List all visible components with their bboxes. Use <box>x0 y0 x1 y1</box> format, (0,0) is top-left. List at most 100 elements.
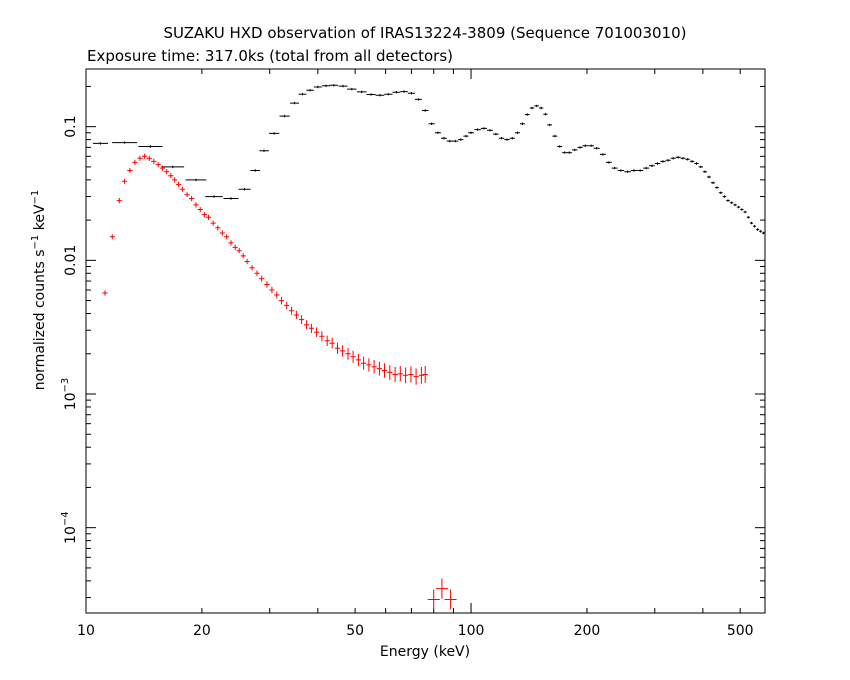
x-tick-label: 200 <box>574 623 601 639</box>
data-point <box>127 167 133 174</box>
data-point <box>112 141 138 144</box>
x-tick-labels: 10 20 50 100 200 500 <box>77 623 753 639</box>
data-point <box>514 131 520 134</box>
data-point <box>371 360 377 374</box>
series-3 <box>427 578 457 610</box>
data-point <box>324 335 330 346</box>
y-tick-label-exp: −4 <box>60 511 71 526</box>
data-point <box>670 157 676 160</box>
data-point <box>185 178 207 182</box>
data-point <box>421 109 429 112</box>
data-point <box>487 129 493 132</box>
data-point <box>304 320 310 330</box>
chart-title: SUZAKU HXD observation of IRAS13224-3809… <box>164 24 687 42</box>
data-point <box>740 208 744 211</box>
data-point <box>413 368 419 385</box>
data-point <box>392 91 401 94</box>
data-point <box>660 160 666 163</box>
data-point <box>279 114 290 118</box>
data-point <box>350 350 356 363</box>
data-point <box>493 132 499 136</box>
data-point <box>715 186 719 189</box>
data-point <box>761 231 766 235</box>
data-point <box>284 301 290 310</box>
y-tick-label-base: 10 <box>63 392 79 410</box>
data-point <box>172 177 178 183</box>
data-point <box>289 306 295 315</box>
series-1 <box>92 84 766 235</box>
data-point <box>726 199 730 202</box>
data-point <box>151 158 157 164</box>
data-point <box>434 131 441 134</box>
data-point <box>355 353 361 367</box>
data-point <box>205 214 212 220</box>
data-point <box>538 106 544 110</box>
data-point <box>458 138 464 141</box>
data-point <box>329 84 338 87</box>
data-point <box>308 323 314 333</box>
data-point <box>224 234 230 240</box>
data-point <box>122 178 128 184</box>
data-point <box>680 157 686 160</box>
data-point <box>329 337 335 349</box>
data-point <box>480 127 487 130</box>
data-point <box>733 203 737 207</box>
data-point <box>164 169 170 175</box>
data-point <box>138 145 163 148</box>
data-point <box>228 240 234 246</box>
data-point <box>435 578 448 599</box>
data-point <box>689 160 695 163</box>
data-point <box>552 134 558 138</box>
data-point <box>313 85 322 89</box>
y-tick-label: 10−3 <box>60 378 79 411</box>
data-point <box>463 134 469 138</box>
data-point <box>711 181 715 184</box>
data-point <box>345 347 351 360</box>
data-series <box>92 84 766 610</box>
data-point <box>520 122 525 125</box>
data-point <box>159 165 166 171</box>
data-point <box>743 210 747 214</box>
data-point <box>408 366 414 383</box>
data-point <box>219 230 225 236</box>
data-point <box>611 166 618 170</box>
chart-subtitle: Exposure time: 317.0ks (total from all d… <box>87 47 453 65</box>
data-point <box>240 253 246 259</box>
data-point <box>665 159 671 162</box>
data-point <box>184 192 190 198</box>
data-point <box>759 230 763 233</box>
data-point <box>197 206 203 213</box>
data-point <box>376 361 382 376</box>
data-point <box>269 132 280 135</box>
y-tick-label: 0.01 <box>63 245 79 276</box>
y-axis-label-main: normalized counts s <box>32 249 48 390</box>
data-point <box>146 155 152 161</box>
data-point <box>201 212 207 218</box>
data-point <box>630 169 638 172</box>
data-point <box>407 92 415 95</box>
data-point <box>132 159 138 165</box>
data-point <box>593 147 600 150</box>
data-point <box>707 175 711 179</box>
data-point <box>361 356 367 370</box>
data-point <box>109 234 115 240</box>
data-point <box>446 139 453 143</box>
data-point <box>293 310 299 320</box>
y-axis-label-mid: keV <box>32 204 48 235</box>
data-point <box>298 93 307 96</box>
data-point <box>161 165 185 169</box>
data-point <box>643 166 650 170</box>
axis-ticks <box>85 69 765 613</box>
y-axis-label: normalized counts s−1 keV−1 <box>30 190 48 391</box>
data-point <box>387 365 393 380</box>
data-point <box>193 202 199 208</box>
data-point <box>392 367 398 382</box>
data-point <box>176 181 182 187</box>
x-tick-label: 50 <box>346 623 364 639</box>
data-point <box>340 345 346 357</box>
data-point <box>605 161 612 164</box>
data-point <box>428 122 435 125</box>
data-point <box>729 201 734 204</box>
data-point <box>749 221 754 225</box>
data-point <box>617 169 625 172</box>
